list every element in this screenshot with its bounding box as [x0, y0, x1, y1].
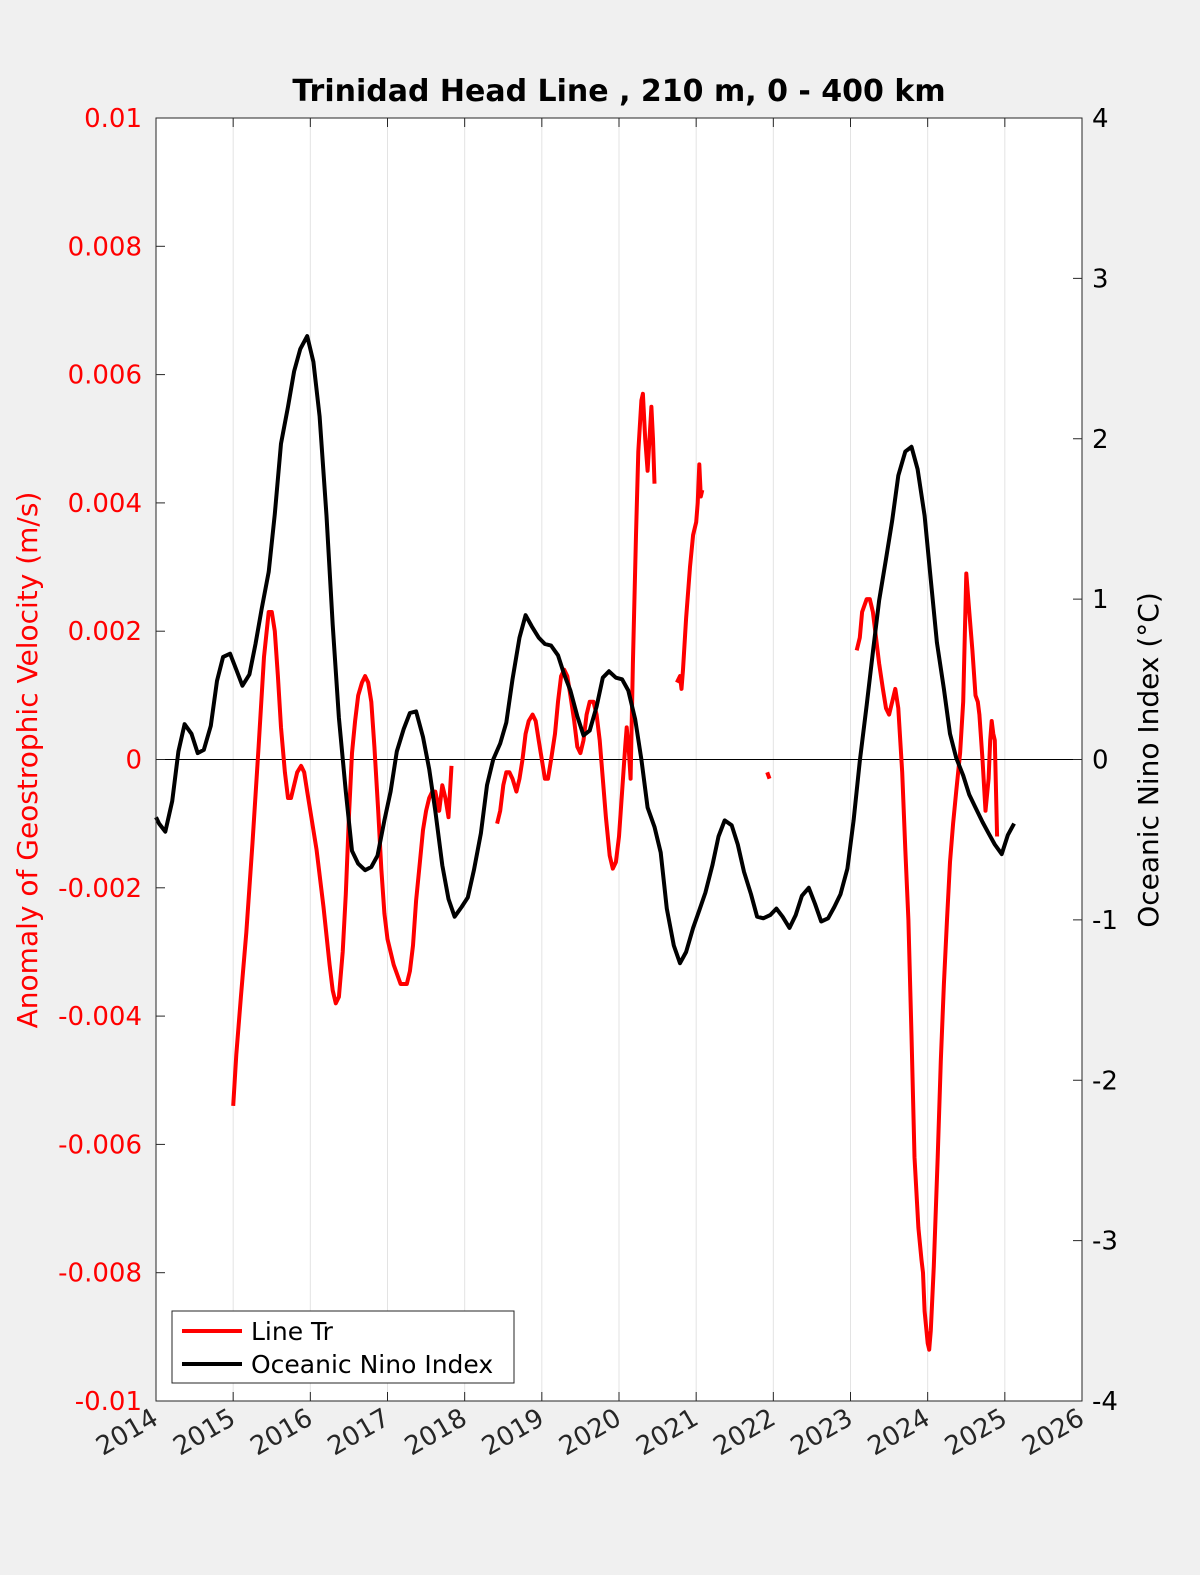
legend-box [171, 1310, 515, 1384]
y-right-tick-label: -3 [1092, 1227, 1118, 1257]
y-right-tick-label: -1 [1092, 906, 1118, 936]
y-right-tick-label: 2 [1092, 425, 1109, 455]
series-line-segment [765, 771, 772, 780]
y-left-tick-label: 0.004 [68, 489, 142, 519]
y-left-tick-label: -0.01 [75, 1387, 142, 1417]
series-line-segment [154, 334, 1016, 966]
y-axis-left-label: Anomaly of Geostrophic Velocity (m/s) [11, 492, 44, 1029]
y-left-tick-label: 0.008 [68, 232, 142, 262]
chart-title: Trinidad Head Line , 210 m, 0 - 400 km [292, 74, 945, 109]
series-line-segment [495, 391, 657, 871]
y-right-tick-label: -2 [1092, 1066, 1118, 1096]
series-oceanic-nino-index [154, 334, 1016, 966]
series-line-tr [231, 391, 1000, 1352]
series-line-segment [675, 462, 705, 691]
y-left-tick-label: -0.008 [58, 1259, 142, 1289]
legend-label-line-tr: Line Tr [251, 1317, 334, 1346]
legend: Line Tr Oceanic Nino Index [171, 1310, 515, 1384]
y-left-tick-label: 0.006 [68, 361, 142, 391]
y-axis-right-label: Oceanic Nino Index (°C) [1132, 592, 1165, 928]
y-left-tick-label: -0.006 [58, 1130, 142, 1160]
y-left-tick-label: 0 [125, 746, 142, 776]
legend-label-oni: Oceanic Nino Index [251, 1350, 493, 1379]
series-layer [154, 334, 1016, 1352]
y-right-tick-label: 1 [1092, 585, 1109, 615]
y-right-tick-label: 0 [1092, 746, 1109, 776]
y-right-tick-label: 4 [1092, 104, 1109, 134]
y-left-tick-label: -0.004 [58, 1002, 142, 1032]
series-line-segment [854, 571, 1000, 1352]
y-right-tick-label: 3 [1092, 264, 1109, 294]
y-left-tick-label: -0.002 [58, 874, 142, 904]
y-right-tick-label: -4 [1092, 1387, 1118, 1417]
y-left-tick-label: 0.002 [68, 617, 142, 647]
y-left-tick-label: 0.01 [84, 104, 142, 134]
